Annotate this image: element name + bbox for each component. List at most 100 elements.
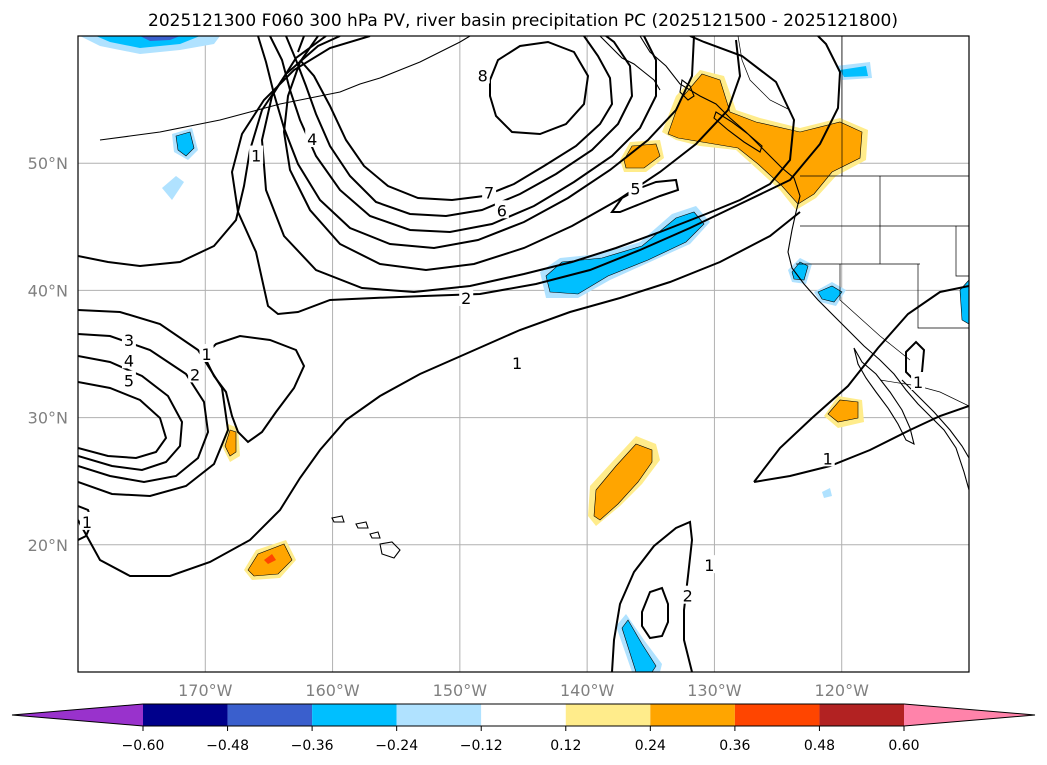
coastline-alaska-panhandle <box>599 36 661 91</box>
latitude-tick-labels: 20°N 30°N 40°N 50°N <box>28 154 68 555</box>
pv-contour-4 <box>257 36 695 250</box>
pv-contour-label-bg <box>121 330 136 349</box>
colorbar-extend-max <box>904 704 1035 726</box>
pv-contour-2-west <box>78 309 230 498</box>
pv-contour-label-bg <box>911 371 926 390</box>
pv-contour-label: 2 <box>461 289 471 308</box>
colorbar: −0.60 −0.48 −0.36 −0.24 −0.12 0.12 0.24 0.36 0.4… <box>11 703 1036 754</box>
lat-tick-label: 40°N <box>28 281 68 300</box>
colorbar-tick-label: −0.12 <box>460 738 503 754</box>
pv-contour-label: 5 <box>124 372 134 391</box>
pv-contour-2-bottom <box>641 586 669 640</box>
precip-positive-baja <box>824 396 864 428</box>
pv-contour-1-main <box>230 36 842 316</box>
pv-contour-label: 8 <box>478 66 488 85</box>
colorbar-bin <box>481 704 566 726</box>
pv-contour-5 <box>269 36 657 234</box>
pv-contour-label-bg <box>494 200 509 219</box>
precip-positive-gulf-alaska <box>620 140 664 172</box>
pv-contour-label: 7 <box>484 183 494 202</box>
pv-contour-label-bg <box>820 448 835 467</box>
precip-negative-east-edge <box>959 279 969 325</box>
colorbar-bin <box>396 704 482 726</box>
colorbar-extend-min <box>12 704 143 726</box>
precip-negative-california-2-core <box>817 285 843 303</box>
precip-anomaly-shading <box>80 36 969 672</box>
pv-contour-label: 6 <box>497 201 507 220</box>
lon-tick-label: 130°W <box>687 681 742 700</box>
coastlines <box>99 36 969 559</box>
lat-tick-label: 30°N <box>28 409 68 428</box>
pv-contour-label-bg <box>305 129 320 148</box>
precip-negative-small-1-core <box>175 131 195 157</box>
pv-contour-2 <box>260 36 796 294</box>
pv-contour-8 <box>489 40 590 136</box>
pv-contour-label-bg <box>510 352 525 371</box>
pv-contour-6 <box>285 36 634 218</box>
map-frame <box>77 35 970 673</box>
precip-negative-subtropical <box>616 614 662 672</box>
pv-contour-label: 1 <box>512 354 522 373</box>
pv-contour-3-west <box>78 333 210 484</box>
pv-contour-3 <box>282 36 742 272</box>
precip-negative-top-left <box>80 36 220 54</box>
pv-contour-label: 1 <box>251 147 261 166</box>
colorbar-tick-label: 0.36 <box>719 738 750 754</box>
colorbar-bin <box>227 704 313 726</box>
pv-contour-label-bg <box>188 364 203 383</box>
pv-contour-label: 4 <box>124 351 134 370</box>
coastline-north-america-west <box>639 36 969 491</box>
precip-negative-small-3-core <box>840 66 868 77</box>
lon-tick-label: 170°W <box>178 681 233 700</box>
precip-negative-small-2 <box>162 176 184 200</box>
precip-positive-nw-hawaii <box>244 540 296 580</box>
coastline-hawaii-small-3 <box>369 531 381 539</box>
pv-contour-label-bg <box>79 511 94 530</box>
precip-negative-tiny <box>822 488 832 498</box>
colorbar-bin <box>312 704 397 726</box>
border-us-states-5 <box>917 264 969 329</box>
colorbar-bin <box>650 704 735 726</box>
colorbar-tick-label: 0.24 <box>635 738 666 754</box>
pv-contour-label: 1 <box>82 513 92 532</box>
lon-tick-label: 120°W <box>815 681 870 700</box>
pv-contour-label-bg <box>482 182 497 201</box>
colorbar-bin <box>734 704 820 726</box>
coastline-hawaii-small-1 <box>331 515 345 523</box>
pv-contour-label: 2 <box>190 365 200 384</box>
precip-positive-bc-coast <box>662 70 868 210</box>
lon-tick-label: 140°W <box>560 681 615 700</box>
figure-title: 2025121300 F060 300 hPa PV, river basin … <box>148 11 898 31</box>
pv-contour-label-bg <box>702 555 717 574</box>
lon-tick-label: 150°W <box>433 681 488 700</box>
pv-contour-label-bg <box>459 288 474 307</box>
colorbar-tick-label: −0.48 <box>206 738 249 754</box>
colorbar-bin <box>143 704 228 726</box>
pv-contour-label: 1 <box>823 449 833 468</box>
lon-tick-label: 160°W <box>305 681 360 700</box>
pv-contour-4-west <box>78 355 184 472</box>
lat-tick-label: 20°N <box>28 536 68 555</box>
pv-contour-1-west-loop <box>78 36 341 268</box>
pv-contour-label: 1 <box>201 345 211 364</box>
pv-contour-label-bg <box>628 178 643 197</box>
pv-contour-1-bottom <box>611 520 694 672</box>
pv-contour-label-bg <box>249 145 264 164</box>
coastline-hawaii-main <box>379 541 401 559</box>
border-us-mexico <box>879 379 969 407</box>
precip-positive-subtropical <box>588 436 660 526</box>
coastline-gulf-of-california <box>901 379 969 459</box>
border-canada-alaska <box>737 36 791 111</box>
pv-contour-label: 1 <box>913 373 923 392</box>
colorbar-tick-label: 0.12 <box>550 738 581 754</box>
border-us-states-4 <box>839 264 911 361</box>
pv-contour-1-south <box>78 211 801 577</box>
pv-contours <box>78 36 969 672</box>
lat-tick-label: 50°N <box>28 154 68 173</box>
pv-contour-label-bg <box>121 350 136 369</box>
pv-contour-label: 3 <box>124 331 134 350</box>
pv-contour-label: 4 <box>307 130 317 149</box>
colorbar-tick-label: −0.36 <box>291 738 334 754</box>
